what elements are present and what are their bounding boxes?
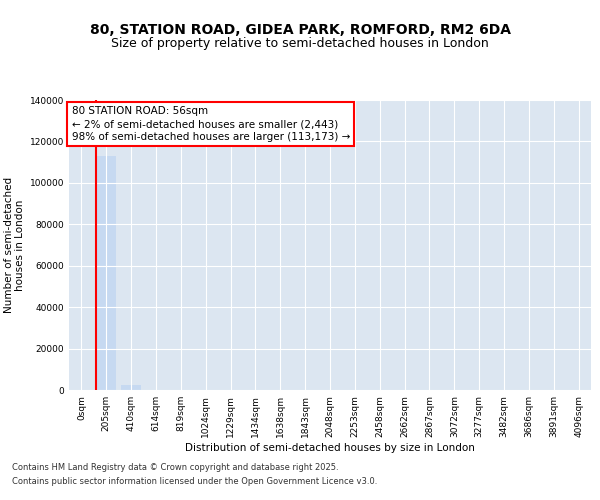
Text: 80, STATION ROAD, GIDEA PARK, ROMFORD, RM2 6DA: 80, STATION ROAD, GIDEA PARK, ROMFORD, R…: [89, 22, 511, 36]
Text: 80 STATION ROAD: 56sqm
← 2% of semi-detached houses are smaller (2,443)
98% of s: 80 STATION ROAD: 56sqm ← 2% of semi-deta…: [71, 106, 350, 142]
Text: Contains public sector information licensed under the Open Government Licence v3: Contains public sector information licen…: [12, 477, 377, 486]
Bar: [121, 385, 141, 390]
X-axis label: Distribution of semi-detached houses by size in London: Distribution of semi-detached houses by …: [185, 442, 475, 452]
Text: Contains HM Land Registry data © Crown copyright and database right 2025.: Contains HM Land Registry data © Crown c…: [12, 464, 338, 472]
Y-axis label: Number of semi-detached
houses in London: Number of semi-detached houses in London: [4, 177, 25, 313]
Bar: [97, 156, 116, 390]
Text: Size of property relative to semi-detached houses in London: Size of property relative to semi-detach…: [111, 38, 489, 51]
